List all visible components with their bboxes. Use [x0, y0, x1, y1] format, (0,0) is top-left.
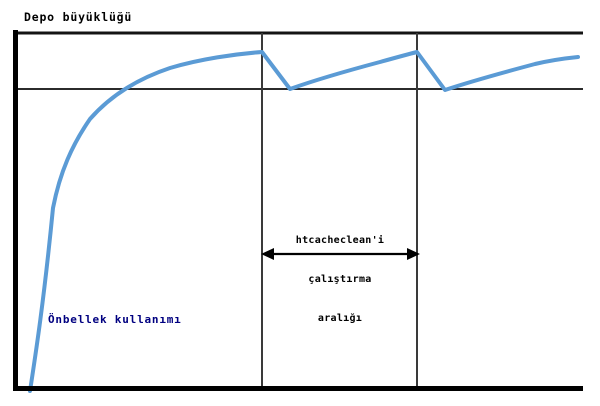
page-title: Depo büyüklüğü: [24, 10, 133, 24]
arrow-head-right: [407, 248, 420, 260]
x-axis: [13, 386, 583, 391]
cleanup-interval-label-line-2: çalıştırma: [308, 274, 372, 285]
cleanup-interval-label: htcacheclean'i çalıştırma aralığı: [265, 208, 415, 351]
cleanup-interval-label-line-3: aralığı: [317, 313, 363, 324]
cache-usage-curve: [28, 50, 580, 393]
cleanup-interval-arrow: [261, 248, 420, 260]
cache-usage-label: Önbellek kullanımı: [48, 313, 182, 326]
arrow-head-left: [261, 248, 274, 260]
cleanup-interval-label-line-1: htcacheclean'i: [295, 235, 385, 246]
y-axis: [13, 30, 18, 391]
